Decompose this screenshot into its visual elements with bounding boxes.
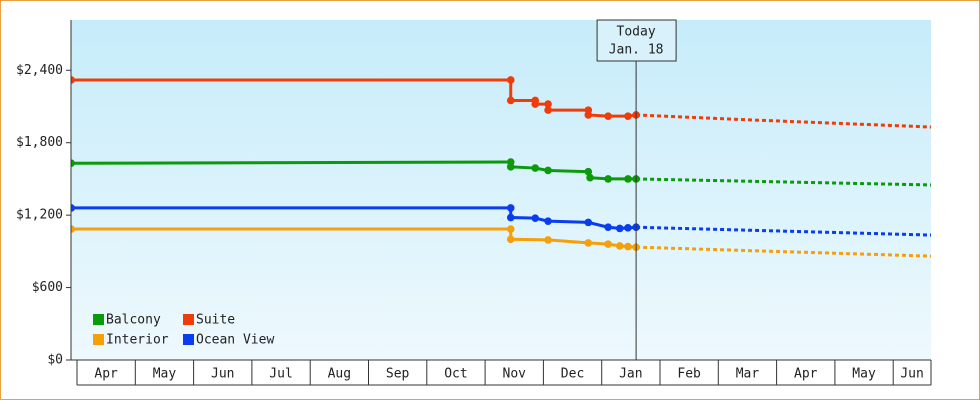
point bbox=[544, 106, 552, 114]
x-tick-label: Feb bbox=[677, 367, 701, 382]
y-tick-label: $0 bbox=[47, 353, 63, 368]
x-tick-label: Jan bbox=[619, 367, 642, 382]
today-label: Today bbox=[617, 25, 656, 40]
x-tick-label: May bbox=[153, 367, 177, 382]
plot-area bbox=[71, 20, 931, 360]
forecast-line bbox=[636, 245, 931, 258]
x-tick-label: Jun bbox=[211, 367, 234, 382]
point bbox=[506, 235, 515, 244]
point bbox=[604, 175, 612, 183]
point bbox=[71, 76, 75, 84]
point bbox=[624, 224, 632, 232]
point bbox=[71, 225, 75, 233]
point bbox=[604, 112, 612, 120]
legend-label: Suite bbox=[196, 313, 235, 328]
x-tick-label: Nov bbox=[503, 367, 527, 382]
x-tick-label: Aug bbox=[328, 367, 351, 382]
legend-label: Ocean View bbox=[196, 333, 274, 348]
point bbox=[624, 242, 632, 251]
point bbox=[604, 223, 612, 232]
series-line bbox=[71, 206, 637, 230]
forecast-line bbox=[636, 225, 931, 237]
legend-swatch bbox=[183, 334, 194, 345]
forecast-line bbox=[636, 113, 931, 129]
x-tick-label: Apr bbox=[794, 367, 818, 382]
point bbox=[531, 164, 540, 172]
today-date: Jan. 18 bbox=[609, 43, 664, 58]
point bbox=[71, 204, 75, 212]
x-tick-label: Jul bbox=[269, 367, 292, 382]
y-tick-label: $1,800 bbox=[16, 135, 63, 150]
point bbox=[506, 213, 515, 222]
y-tick-label: $600 bbox=[32, 280, 63, 295]
point bbox=[584, 218, 593, 227]
x-tick-label: Sep bbox=[386, 367, 410, 382]
point bbox=[506, 225, 515, 233]
point bbox=[531, 214, 540, 222]
point bbox=[544, 166, 552, 175]
x-tick-label: May bbox=[852, 367, 876, 382]
today-box bbox=[596, 19, 677, 62]
legend-swatch bbox=[183, 314, 194, 325]
forecast-line bbox=[636, 177, 931, 187]
x-tick-label: Jun bbox=[900, 367, 923, 382]
point bbox=[531, 100, 540, 108]
point bbox=[615, 224, 624, 233]
x-tick-label: Apr bbox=[94, 367, 118, 382]
x-tick-label: Dec bbox=[561, 367, 584, 382]
legend-swatch bbox=[93, 334, 104, 345]
point bbox=[624, 112, 632, 120]
y-tick-label: $2,400 bbox=[16, 63, 63, 78]
point bbox=[584, 239, 593, 247]
x-tick-label: Mar bbox=[736, 367, 760, 382]
legend-label: Balcony bbox=[106, 313, 161, 328]
x-tick-label: Oct bbox=[444, 367, 467, 382]
point bbox=[506, 204, 515, 212]
legend-swatch bbox=[93, 314, 104, 325]
point bbox=[615, 242, 624, 250]
point bbox=[544, 100, 552, 108]
point bbox=[506, 96, 515, 105]
point bbox=[544, 217, 552, 225]
point bbox=[584, 111, 593, 119]
point bbox=[586, 173, 594, 182]
point bbox=[604, 240, 612, 248]
point bbox=[624, 175, 632, 183]
point bbox=[506, 76, 515, 84]
point bbox=[584, 167, 593, 176]
y-tick-label: $1,200 bbox=[16, 208, 63, 223]
legend-label: Interior bbox=[106, 333, 169, 348]
point bbox=[71, 159, 75, 168]
point bbox=[506, 163, 515, 171]
point bbox=[544, 236, 552, 244]
